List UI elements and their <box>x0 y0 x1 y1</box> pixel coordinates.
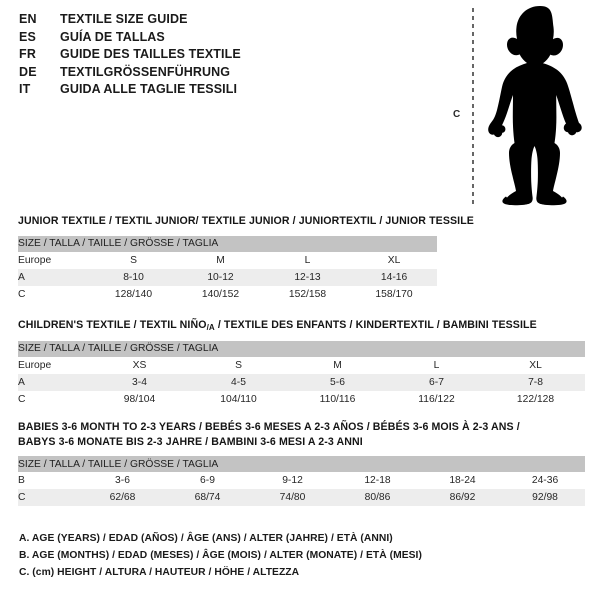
child-silhouette-icon <box>488 6 582 206</box>
children-a-col5: 7-8 <box>486 373 586 391</box>
language-code-it: IT <box>19 82 31 97</box>
junior-a-col4: 14-16 <box>351 268 438 286</box>
children-row-label-europe: Europe <box>18 359 52 371</box>
section-title-children-part1: CHILDREN'S TEXTILE / TEXTIL NIÑO <box>18 319 207 331</box>
guide-title-es: GUÍA DE TALLAS <box>60 29 165 44</box>
babies-b-col2: 6-9 <box>200 475 215 486</box>
guide-title-it: GUIDA ALLE TAGLIE TESSILI <box>60 82 238 97</box>
height-measure-label: C <box>453 109 461 120</box>
table-row: B 3-6 6-9 9-12 12-18 18-24 24-36 <box>18 472 585 489</box>
section-title-junior: JUNIOR TEXTILE / TEXTIL JUNIOR/ TEXTILE … <box>18 215 474 227</box>
children-band-label: SIZE / TALLA / TAILLE / GRÖSSE / TAGLIA <box>18 340 586 357</box>
babies-b-col3: 9-12 <box>282 475 303 486</box>
junior-c-col4: 158/170 <box>375 288 413 300</box>
language-row-en: EN TEXTILE SIZE GUIDE <box>19 12 319 30</box>
junior-row-label-c: C <box>18 288 26 300</box>
babies-c-col6: 92/98 <box>505 489 586 506</box>
babies-band-label: SIZE / TALLA / TAILLE / GRÖSSE / TAGLIA <box>18 456 586 472</box>
children-table-band: SIZE / TALLA / TAILLE / GRÖSSE / TAGLIA <box>18 340 586 357</box>
babies-row-label-b: B <box>18 475 25 486</box>
section-title-children-part2: / TEXTILE DES ENFANTS / KINDERTEXTIL / B… <box>214 319 537 331</box>
language-row-es: ES GUÍA DE TALLAS <box>19 30 319 48</box>
junior-row-label-europe: Europe <box>18 254 52 266</box>
children-a-col1: 3-4 <box>90 373 189 391</box>
children-europe-col1: XS <box>132 359 147 371</box>
babies-c-col1: 62/68 <box>80 489 165 506</box>
children-c-col1: 98/104 <box>123 393 156 405</box>
measurement-legend: A. AGE (YEARS) / EDAD (AÑOS) / ÂGE (ANS)… <box>19 530 489 581</box>
height-dashed-line <box>472 8 474 204</box>
children-europe-col5: XL <box>529 359 542 371</box>
language-code-es: ES <box>19 29 37 44</box>
children-a-col4: 6-7 <box>387 373 486 391</box>
language-code-en: EN <box>19 12 37 26</box>
junior-c-col1: 128/140 <box>114 288 153 300</box>
children-row-label-a: A <box>18 373 90 391</box>
section-title-children: CHILDREN'S TEXTILE / TEXTIL NIÑO/A / TEX… <box>18 318 585 334</box>
junior-c-col2: 140/152 <box>201 288 240 300</box>
section-title-babies-line1: BABIES 3-6 MONTH TO 2-3 YEARS / BEBÉS 3-… <box>18 421 520 433</box>
table-row: C 62/68 68/74 74/80 80/86 86/92 92/98 <box>18 489 586 506</box>
junior-europe-col1: S <box>130 254 137 266</box>
babies-size-table: SIZE / TALLA / TAILLE / GRÖSSE / TAGLIA … <box>18 456 586 506</box>
legend-line-a: A. AGE (YEARS) / EDAD (AÑOS) / ÂGE (ANS)… <box>19 533 393 544</box>
children-europe-col3: M <box>333 359 342 371</box>
section-babies-textile: BABIES 3-6 MONTH TO 2-3 YEARS / BEBÉS 3-… <box>18 420 586 506</box>
language-header: EN TEXTILE SIZE GUIDE ES GUÍA DE TALLAS … <box>19 12 319 100</box>
junior-a-col2: 10-12 <box>177 268 264 286</box>
babies-row-label-c: C <box>18 489 80 506</box>
table-row: A 8-10 10-12 12-13 14-16 <box>18 268 438 286</box>
junior-a-col3: 12-13 <box>264 268 351 286</box>
children-a-col3: 5-6 <box>288 373 387 391</box>
babies-c-col3: 74/80 <box>250 489 335 506</box>
babies-c-col4: 80/86 <box>335 489 420 506</box>
babies-table-band: SIZE / TALLA / TAILLE / GRÖSSE / TAGLIA <box>18 456 586 472</box>
table-row: A 3-4 4-5 5-6 6-7 7-8 <box>18 373 586 391</box>
guide-title-fr: GUIDE DES TAILLES TEXTILE <box>60 47 241 62</box>
language-code-fr: FR <box>19 47 37 62</box>
babies-b-col5: 18-24 <box>449 475 476 486</box>
children-a-col2: 4-5 <box>189 373 288 391</box>
junior-europe-col2: M <box>216 254 225 266</box>
language-row-fr: FR GUIDE DES TAILLES TEXTILE <box>19 47 319 65</box>
language-code-de: DE <box>19 64 37 79</box>
children-size-table: SIZE / TALLA / TAILLE / GRÖSSE / TAGLIA … <box>18 340 586 408</box>
language-row-it: IT GUIDA ALLE TAGLIE TESSILI <box>19 82 319 100</box>
table-row: Europe XS S M L XL <box>18 357 585 374</box>
table-row: C 98/104 104/110 110/116 116/122 122/128 <box>18 391 585 408</box>
table-row: C 128/140 140/152 152/158 158/170 <box>18 286 437 303</box>
babies-c-col5: 86/92 <box>420 489 505 506</box>
children-c-col5: 122/128 <box>516 393 555 405</box>
table-row: Europe S M L XL <box>18 252 437 269</box>
section-title-babies-line2: BABYS 3-6 MONATE BIS 2-3 JAHRE / BAMBINI… <box>18 435 363 448</box>
guide-title-en: TEXTILE SIZE GUIDE <box>60 12 188 26</box>
junior-band-label: SIZE / TALLA / TAILLE / GRÖSSE / TAGLIA <box>18 235 438 252</box>
children-c-col3: 110/116 <box>319 393 356 405</box>
children-row-label-c: C <box>18 393 26 405</box>
babies-b-col4: 12-18 <box>364 475 391 486</box>
guide-title-de: TEXTILGRÖSSENFÜHRUNG <box>60 64 231 79</box>
language-row-de: DE TEXTILGRÖSSENFÜHRUNG <box>19 65 319 83</box>
junior-europe-col3: L <box>304 254 311 266</box>
legend-line-c: C. (cm) HEIGHT / ALTURA / HAUTEUR / HÖHE… <box>19 567 300 578</box>
children-europe-col4: L <box>433 359 440 371</box>
children-c-col4: 116/122 <box>418 393 455 405</box>
junior-europe-col4: XL <box>387 254 401 266</box>
junior-c-col3: 152/158 <box>288 288 327 300</box>
section-title-children-sub: /A <box>206 323 215 332</box>
babies-c-col2: 68/74 <box>165 489 250 506</box>
babies-b-col1: 3-6 <box>115 475 130 486</box>
children-europe-col2: S <box>235 359 242 371</box>
legend-line-b: B. AGE (MONTHS) / EDAD (MESES) / ÂGE (MO… <box>19 550 422 561</box>
children-c-col2: 104/110 <box>220 393 257 405</box>
junior-row-label-a: A <box>18 268 90 286</box>
junior-size-table: SIZE / TALLA / TAILLE / GRÖSSE / TAGLIA … <box>18 235 438 303</box>
babies-b-col6: 24-36 <box>531 475 559 486</box>
section-junior-textile: JUNIOR TEXTILE / TEXTIL JUNIOR/ TEXTILE … <box>18 214 474 303</box>
junior-a-col1: 8-10 <box>90 268 177 286</box>
junior-table-band: SIZE / TALLA / TAILLE / GRÖSSE / TAGLIA <box>18 235 438 252</box>
height-measurement-figure: C <box>440 4 600 206</box>
section-childrens-textile: CHILDREN'S TEXTILE / TEXTIL NIÑO/A / TEX… <box>18 318 586 408</box>
